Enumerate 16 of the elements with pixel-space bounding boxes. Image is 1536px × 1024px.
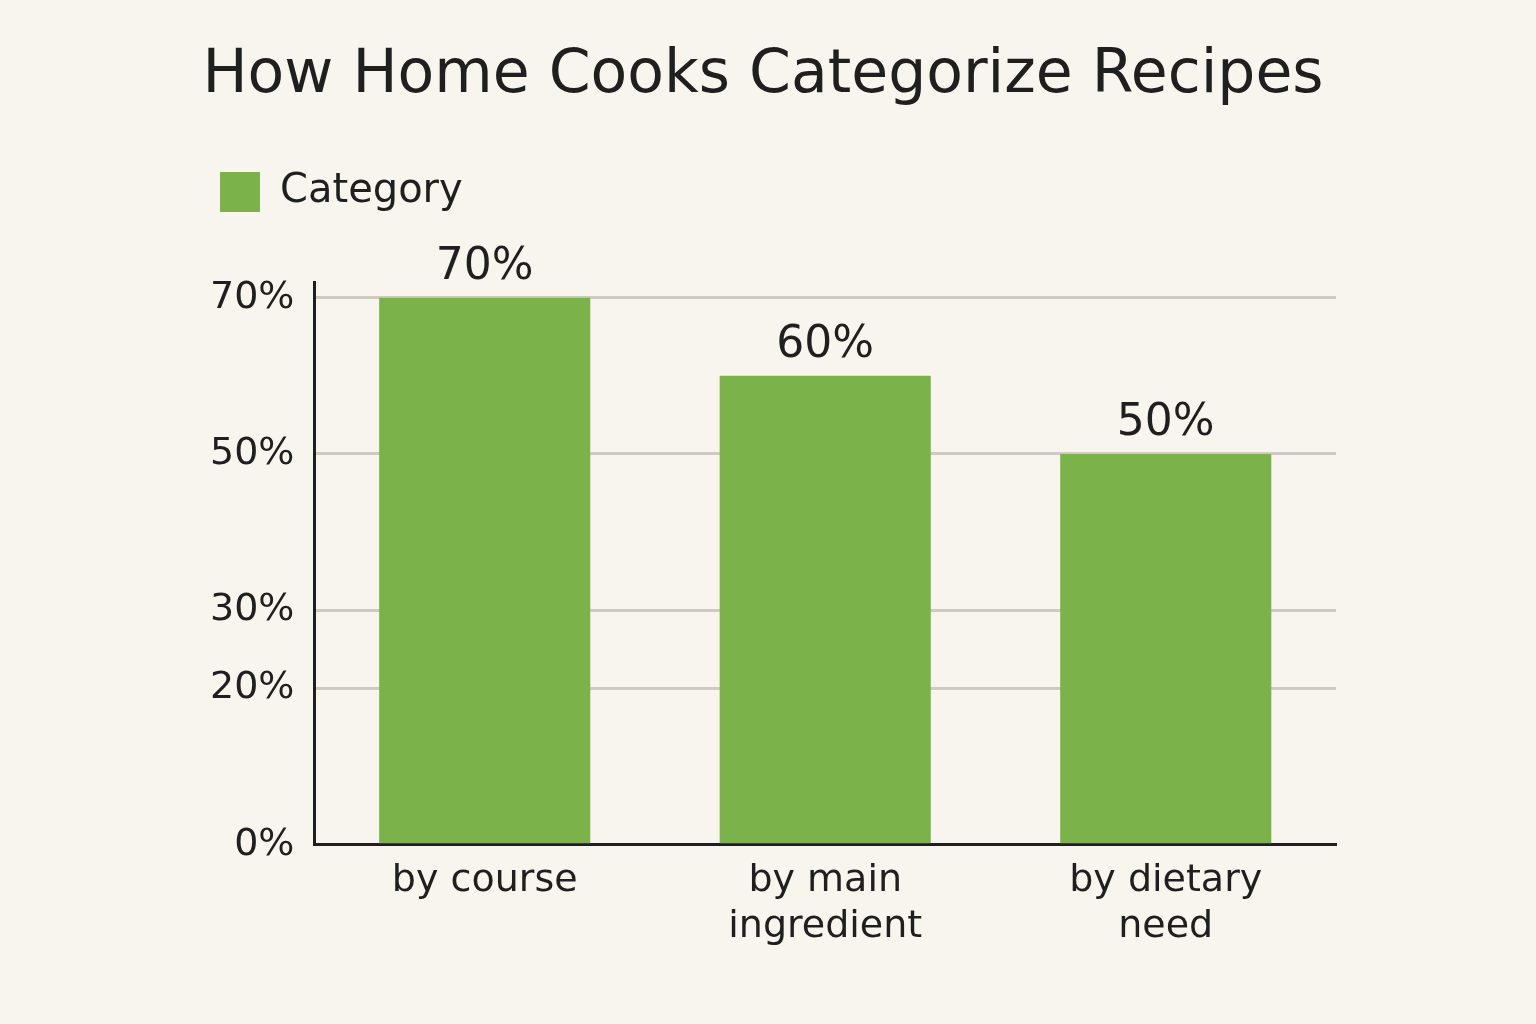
y-tick-label: 50% <box>209 428 295 473</box>
bar <box>1060 453 1272 844</box>
x-tick-label: by main ingredient <box>728 856 923 947</box>
y-tick-label: 70% <box>209 272 295 317</box>
legend-label: Category <box>280 165 463 212</box>
data-label: 50% <box>1116 394 1215 446</box>
y-tick-label: 0% <box>234 819 295 864</box>
bar <box>379 297 591 844</box>
y-tick-label: 20% <box>209 663 295 708</box>
chart-title: How Home Cooks Categorize Recipes <box>202 35 1324 106</box>
data-label: 60% <box>776 316 875 368</box>
x-tick-label: by course <box>391 856 578 901</box>
bar <box>719 375 931 844</box>
data-label: 70% <box>435 238 534 290</box>
x-tick-label: by dietary need <box>1069 856 1263 947</box>
y-tick-label: 30% <box>209 585 295 630</box>
